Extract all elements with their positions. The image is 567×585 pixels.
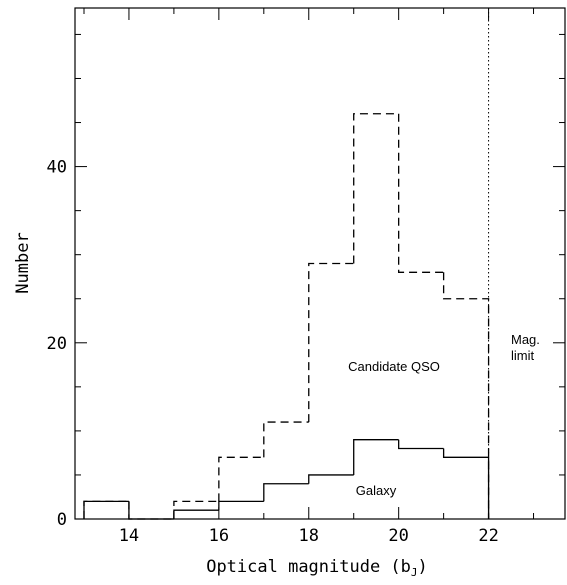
y-axis-title: Number [13,232,33,293]
bin-galaxy-8 [442,448,490,519]
series-qso [83,113,490,520]
annotation-candidate-qso: Candidate QSO [348,359,440,374]
bin-qso-4 [263,421,309,458]
annotation-mag-limit-line1: Mag. [511,332,540,347]
bin-qso-0 [83,500,129,519]
x-axis-title-close: ) [418,557,428,577]
series-galaxy [83,439,490,520]
x-tick-label: 18 [299,526,319,546]
histogram-series [83,113,490,520]
bin-galaxy-5 [308,474,354,484]
bin-galaxy-1 [128,501,174,520]
bin-galaxy-0 [83,500,129,519]
annotation-mag-limit-line2: limit [511,348,534,363]
y-tick-label: 0 [57,510,67,530]
bin-galaxy-6 [353,439,399,475]
bin-qso-3 [218,456,264,502]
x-axis-title-main: Optical magnitude (b [206,557,411,577]
bin-qso-7 [398,113,444,273]
bin-galaxy-4 [263,483,309,502]
x-axis-title-subscript: J [411,566,418,579]
plot-frame [74,7,566,520]
x-tick-label: 20 [388,526,408,546]
bin-galaxy-7 [398,439,444,450]
bin-qso-8 [442,272,490,519]
bin-qso-6 [353,113,399,264]
x-tick-label: 22 [478,526,498,546]
x-tick-label: 14 [119,526,139,546]
bin-qso-1 [128,501,174,520]
plot-frame-rect [74,7,566,520]
annotation-galaxy: Galaxy [356,483,397,498]
bin-qso-5 [308,262,354,423]
x-tick-label: 16 [209,526,229,546]
bin-galaxy-2 [173,509,219,519]
y-tick-label: 20 [47,334,67,354]
x-axis-title: Optical magnitude (bJ) [206,557,428,579]
bin-galaxy-3 [218,500,264,511]
axis-ticks: 14 16 18 20 22 0 20 40 [47,8,565,546]
y-tick-label: 40 [47,158,67,178]
